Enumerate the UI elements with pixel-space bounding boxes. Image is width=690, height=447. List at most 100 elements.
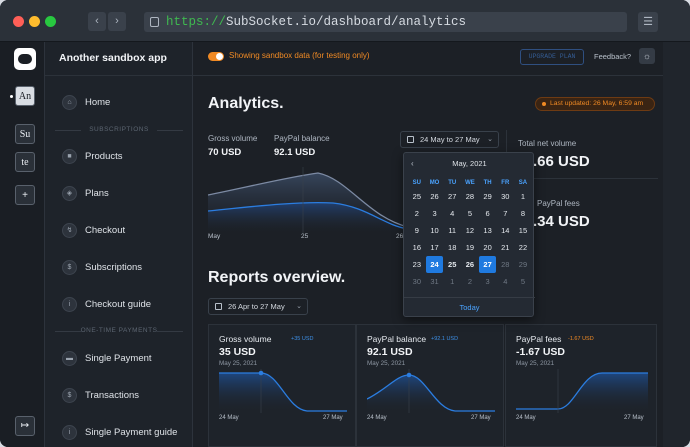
calendar-day-range-end[interactable]: 27	[478, 256, 497, 273]
calendar-day[interactable]: 18	[448, 243, 457, 252]
minimize-window-icon[interactable]	[29, 16, 40, 27]
x-tick: 27 May	[323, 415, 343, 421]
calendar-day[interactable]: 28	[465, 192, 475, 201]
calendar-day[interactable]: 6	[485, 209, 490, 218]
weekday-label: MO	[429, 180, 440, 186]
calendar-day[interactable]: 28	[501, 260, 510, 269]
theme-toggle-button[interactable]: ☼	[639, 48, 655, 64]
prev-month-button[interactable]: ‹	[411, 159, 414, 168]
calendar-day[interactable]: 17	[430, 243, 439, 252]
sidebar-item-plans[interactable]: ◈ Plans	[62, 183, 109, 203]
x-tick: 24 May	[367, 415, 387, 421]
calendar-day[interactable]: 4	[503, 277, 508, 286]
today-button[interactable]: Today	[404, 297, 535, 312]
calendar-day[interactable]: 19	[465, 243, 475, 252]
sandbox-toggle[interactable]	[208, 52, 224, 61]
sidebar-item-checkout-guide[interactable]: i Checkout guide	[62, 294, 151, 314]
divider	[513, 178, 658, 179]
x-tick: May	[208, 233, 221, 240]
calendar-day[interactable]: 2	[414, 209, 419, 218]
calendar-day[interactable]: 5	[520, 277, 526, 286]
report-card-paypal-balance[interactable]: PayPal balance +92.1 USD 92.1 USD May 25…	[356, 324, 504, 447]
calendar-week: 23 24 25 26 27 28 29	[408, 256, 532, 273]
report-card-paypal-fees[interactable]: PayPal fees -1.67 USD -1.67 USD May 25, …	[505, 324, 657, 447]
section-subscriptions: SUBSCRIPTIONS	[45, 126, 193, 133]
x-tick: 27 May	[624, 415, 644, 421]
calendar-day-in-range[interactable]: 25	[448, 260, 457, 269]
calendar-day[interactable]: 13	[483, 226, 492, 235]
calendar-day[interactable]: 20	[483, 243, 492, 252]
sidebar-item-label: Checkout	[85, 224, 126, 236]
total-net-volume-label: Total net volume	[518, 139, 577, 148]
url-path: SubSocket.io/dashboard/analytics	[226, 15, 467, 29]
add-workspace-button[interactable]: +	[15, 185, 35, 205]
lock-icon	[150, 17, 159, 27]
back-button[interactable]: ‹	[88, 12, 106, 31]
calendar-day[interactable]: 30	[501, 192, 510, 201]
calendar-day[interactable]: 1	[450, 277, 455, 286]
calendar-day-in-range[interactable]: 26	[465, 260, 475, 269]
calendar-day[interactable]: 3	[485, 277, 490, 286]
calendar-day[interactable]: 21	[501, 243, 510, 252]
analytics-chart	[208, 167, 408, 233]
workspace-te[interactable]: te	[15, 152, 35, 172]
calendar-day[interactable]: 12	[465, 226, 475, 235]
calendar-day[interactable]: 11	[448, 226, 457, 235]
calendar-day[interactable]: 3	[432, 209, 437, 218]
workspace-an[interactable]: An	[15, 86, 35, 106]
calendar-day[interactable]: 15	[518, 226, 528, 235]
calendar-day[interactable]: 29	[518, 260, 528, 269]
workspace-su[interactable]: Su	[15, 124, 35, 144]
close-window-icon[interactable]	[13, 16, 24, 27]
sidebar-item-checkout[interactable]: ↯ Checkout	[62, 220, 125, 240]
calendar-day[interactable]: 5	[467, 209, 472, 218]
analytics-date-range-picker[interactable]: 24 May to 27 May ⌄	[400, 131, 499, 148]
calendar-day[interactable]: 8	[520, 209, 526, 218]
calendar-day[interactable]: 7	[503, 209, 508, 218]
logout-button[interactable]: ↦	[15, 416, 35, 436]
calendar-icon	[215, 303, 222, 310]
app-logo[interactable]	[14, 48, 36, 70]
address-bar[interactable]: https://SubSocket.io/dashboard/analytics	[144, 12, 627, 32]
calendar-day[interactable]: 9	[414, 226, 419, 235]
calendar-day[interactable]: 31	[430, 277, 439, 286]
reports-date-range-picker[interactable]: 26 Apr to 27 May ⌄	[208, 298, 308, 315]
browser-titlebar: ‹ › https://SubSocket.io/dashboard/analy…	[0, 0, 690, 42]
card-value: 35 USD	[219, 346, 256, 358]
calendar-day[interactable]: 25	[412, 192, 422, 201]
card-area	[516, 373, 648, 413]
forward-button[interactable]: ›	[108, 12, 126, 31]
calendar-day-range-start[interactable]: 24	[425, 256, 444, 273]
info-icon: i	[62, 296, 77, 312]
sandbox-notice: Showing sandbox data (for testing only)	[229, 51, 370, 60]
calendar-day[interactable]: 30	[412, 277, 422, 286]
calendar-day[interactable]: 4	[450, 209, 455, 218]
feedback-link[interactable]: Feedback?	[594, 52, 632, 61]
sidebar-item-products[interactable]: ■ Products	[62, 146, 123, 166]
report-card-gross-volume[interactable]: Gross volume +35 USD 35 USD May 25, 2021…	[208, 324, 356, 447]
browser-menu-button[interactable]: ☰	[638, 12, 658, 32]
calendar-day[interactable]: 14	[501, 226, 510, 235]
calendar-day[interactable]: 22	[518, 243, 528, 252]
section-one-time-payments: ONE-TIME PAYMENTS	[45, 327, 193, 334]
weekday-label: SA	[518, 180, 528, 186]
page-title: Analytics.	[208, 95, 284, 112]
upgrade-plan-button[interactable]: UPGRADE PLAN	[520, 49, 584, 65]
calendar-day[interactable]: 10	[430, 226, 439, 235]
scrollbar-track[interactable]	[663, 42, 690, 447]
calendar-day[interactable]: 1	[520, 192, 526, 201]
calendar-day[interactable]: 2	[467, 277, 472, 286]
maximize-window-icon[interactable]	[45, 16, 56, 27]
calendar-day[interactable]: 29	[483, 192, 492, 201]
sidebar-item-transactions[interactable]: $ Transactions	[62, 385, 139, 405]
sidebar-item-single-payment[interactable]: ▬ Single Payment	[62, 348, 152, 368]
calendar-day[interactable]: 16	[412, 243, 422, 252]
sidebar-item-single-payment-guide[interactable]: i Single Payment guide	[62, 422, 177, 442]
sidebar-item-subscriptions[interactable]: $ Subscriptions	[62, 257, 142, 277]
calendar-day[interactable]: 26	[430, 192, 439, 201]
calendar-day[interactable]: 23	[412, 260, 422, 269]
card-value: 92.1 USD	[367, 346, 413, 358]
sidebar-item-home[interactable]: ⌂ Home	[62, 92, 110, 112]
calendar-day[interactable]: 27	[448, 192, 457, 201]
